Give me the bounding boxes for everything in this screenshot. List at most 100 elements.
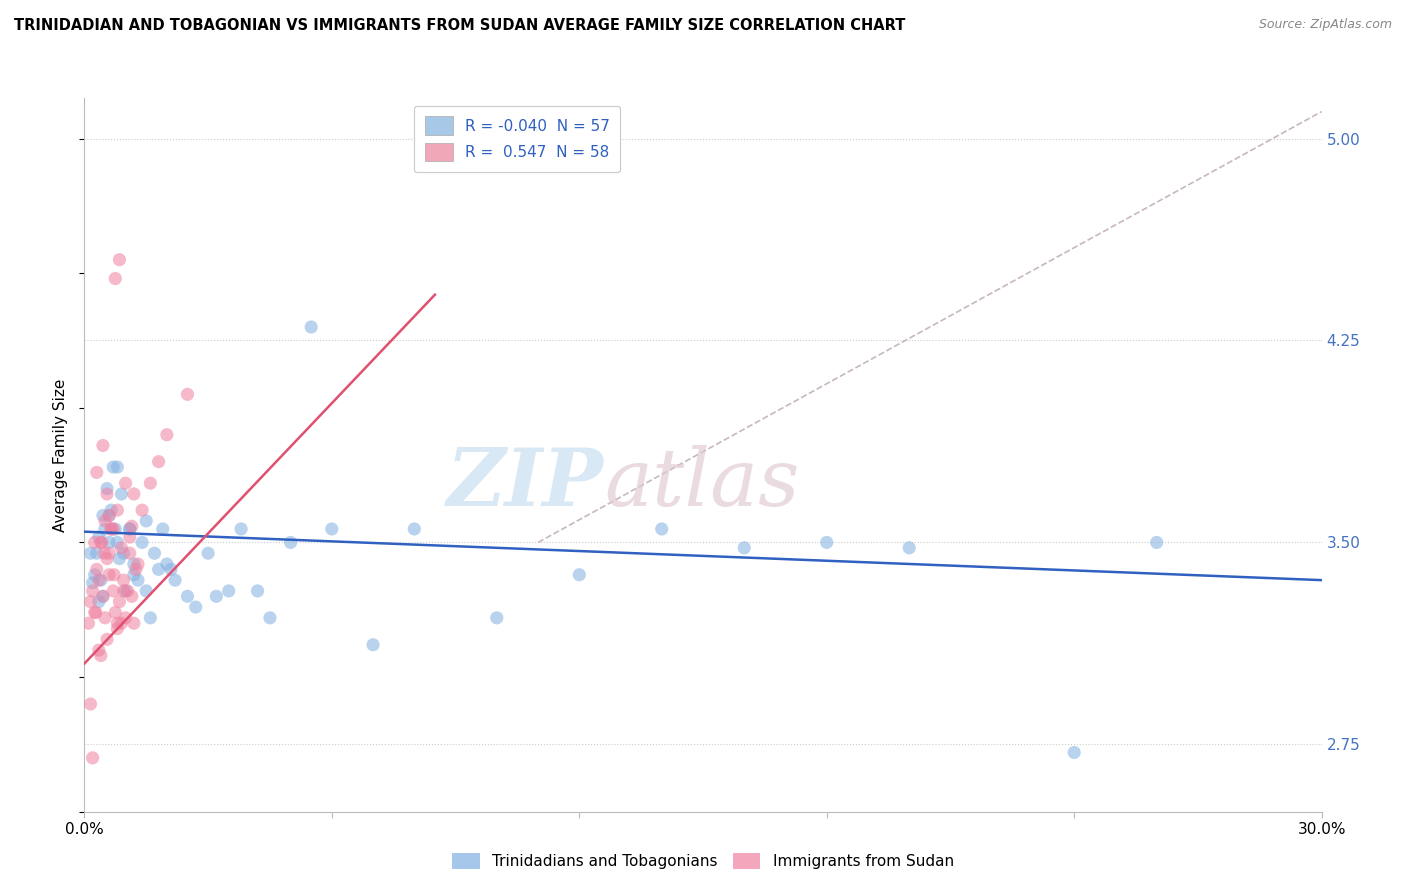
Point: [246, 583, 269, 598]
Point: [100, 522, 122, 536]
Point: [96, 482, 118, 496]
Point: [108, 595, 131, 609]
Point: [96, 487, 118, 501]
Point: [105, 622, 128, 636]
Point: [94, 522, 117, 536]
Point: [98, 535, 121, 549]
Point: [86, 466, 108, 480]
Point: [77, 616, 100, 631]
Point: [143, 546, 166, 560]
Point: [98, 546, 121, 560]
Point: [90, 535, 112, 549]
Point: [110, 616, 132, 631]
Point: [184, 600, 207, 615]
Point: [82, 575, 104, 590]
Point: [125, 562, 148, 576]
Point: [83, 567, 105, 582]
Point: [898, 541, 921, 555]
Point: [114, 476, 136, 491]
Point: [139, 611, 162, 625]
Point: [110, 487, 132, 501]
Point: [122, 567, 145, 582]
Point: [105, 460, 128, 475]
Point: [121, 589, 143, 603]
Point: [87, 573, 110, 587]
Text: atlas: atlas: [605, 445, 800, 522]
Point: [280, 535, 302, 549]
Point: [98, 508, 121, 523]
Point: [112, 583, 135, 598]
Point: [112, 573, 135, 587]
Point: [485, 611, 508, 625]
Point: [259, 611, 281, 625]
Point: [1146, 535, 1168, 549]
Point: [218, 583, 240, 598]
Point: [127, 557, 149, 571]
Point: [104, 606, 127, 620]
Point: [156, 557, 179, 571]
Point: [135, 514, 157, 528]
Point: [104, 271, 127, 285]
Point: [82, 751, 104, 765]
Point: [104, 522, 127, 536]
Point: [90, 535, 112, 549]
Point: [87, 643, 110, 657]
Point: [90, 573, 112, 587]
Point: [98, 508, 121, 523]
Point: [148, 562, 170, 576]
Point: [118, 546, 141, 560]
Point: [176, 387, 198, 401]
Point: [299, 320, 322, 334]
Point: [105, 535, 128, 549]
Point: [103, 460, 125, 475]
Point: [160, 562, 183, 576]
Point: [148, 455, 170, 469]
Point: [156, 427, 179, 442]
Point: [152, 522, 174, 536]
Point: [79, 595, 101, 609]
Point: [131, 535, 153, 549]
Point: [103, 583, 125, 598]
Point: [93, 546, 115, 560]
Point: [79, 546, 101, 560]
Point: [197, 546, 219, 560]
Point: [83, 606, 105, 620]
Point: [86, 562, 108, 576]
Text: ZIP: ZIP: [447, 445, 605, 522]
Point: [87, 530, 110, 544]
Point: [79, 697, 101, 711]
Point: [114, 611, 136, 625]
Point: [94, 514, 117, 528]
Point: [108, 252, 131, 267]
Point: [98, 567, 121, 582]
Point: [122, 616, 145, 631]
Point: [105, 503, 128, 517]
Point: [568, 567, 591, 582]
Point: [96, 632, 118, 647]
Point: [84, 606, 107, 620]
Point: [87, 595, 110, 609]
Point: [321, 522, 343, 536]
Point: [100, 522, 122, 536]
Point: [205, 589, 228, 603]
Point: [165, 573, 187, 587]
Point: [131, 503, 153, 517]
Text: Source: ZipAtlas.com: Source: ZipAtlas.com: [1258, 18, 1392, 31]
Point: [108, 551, 131, 566]
Point: [122, 557, 145, 571]
Point: [86, 546, 108, 560]
Point: [361, 638, 384, 652]
Point: [121, 519, 143, 533]
Point: [114, 583, 136, 598]
Legend: Trinidadians and Tobagonians, Immigrants from Sudan: Trinidadians and Tobagonians, Immigrants…: [446, 847, 960, 875]
Point: [733, 541, 755, 555]
Point: [135, 583, 157, 598]
Point: [1063, 746, 1085, 760]
Point: [112, 546, 135, 560]
Point: [127, 573, 149, 587]
Point: [90, 648, 112, 663]
Point: [110, 541, 132, 555]
Point: [94, 611, 117, 625]
Point: [91, 589, 114, 603]
Point: [139, 476, 162, 491]
